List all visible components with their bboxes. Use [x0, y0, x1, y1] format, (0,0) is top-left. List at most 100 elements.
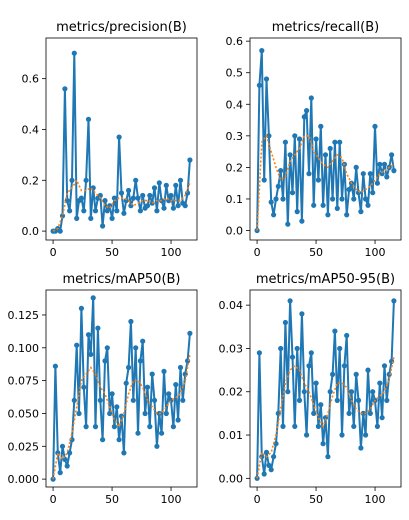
data-point — [389, 152, 395, 158]
data-point — [285, 389, 291, 395]
data-point — [360, 410, 366, 416]
data-point — [377, 380, 383, 386]
data-point — [268, 199, 274, 205]
data-point — [261, 177, 267, 183]
data-point — [95, 325, 101, 331]
data-point — [97, 192, 103, 199]
data-point — [130, 397, 136, 403]
data-point — [135, 430, 141, 436]
data-point — [334, 205, 340, 211]
subplot-title: metrics/recall(B) — [272, 20, 379, 35]
data-point — [289, 190, 296, 196]
data-point — [187, 330, 193, 336]
y-tick-label: 0.2 — [226, 161, 244, 174]
data-point — [154, 208, 160, 214]
data-point — [116, 134, 122, 140]
data-point — [137, 358, 143, 364]
data-point — [142, 410, 148, 417]
data-point — [69, 177, 75, 183]
data-point — [296, 136, 303, 142]
data-point — [273, 196, 279, 202]
x-tick-label: 100 — [161, 246, 182, 259]
data-point — [327, 389, 333, 395]
data-point — [123, 380, 129, 386]
y-tick-label: 0.000 — [8, 473, 40, 486]
x-tick-label: 100 — [365, 493, 386, 506]
data-point — [353, 371, 359, 377]
data-point — [280, 423, 286, 429]
data-point — [271, 212, 277, 218]
y-tick-label: 0.3 — [226, 130, 244, 143]
data-point — [126, 364, 132, 371]
data-point — [301, 114, 307, 120]
data-point — [97, 397, 103, 403]
data-point — [140, 338, 146, 344]
data-point — [311, 410, 317, 416]
data-point — [81, 208, 87, 214]
subplot-2: metrics/recall(B) 0 50 100 0.0 0.1 0.2 0.3 0.4 0.… — [226, 20, 402, 259]
y-tick-label: 0.04 — [219, 299, 244, 312]
series-line-smooth — [52, 354, 191, 480]
data-point — [74, 342, 80, 348]
data-point — [74, 215, 80, 221]
subplot-title: metrics/mAP50(B) — [62, 272, 180, 287]
data-point — [163, 182, 169, 188]
data-point — [140, 192, 146, 199]
data-point — [135, 195, 141, 201]
data-point — [306, 363, 312, 369]
data-point — [334, 397, 340, 403]
data-point — [325, 454, 331, 460]
data-point — [151, 397, 158, 403]
series-line-smooth — [256, 356, 395, 479]
data-point — [308, 95, 314, 101]
data-point — [337, 345, 343, 352]
data-point — [159, 430, 165, 436]
data-point — [306, 171, 312, 177]
data-point — [133, 177, 139, 183]
subplot-title: metrics/precision(B) — [56, 20, 187, 35]
data-point — [52, 363, 59, 369]
data-point — [332, 139, 338, 145]
x-tick-label: 0 — [254, 246, 261, 259]
y-tick-label: 0.4 — [22, 123, 40, 136]
data-point — [299, 311, 305, 317]
data-point — [370, 389, 376, 395]
data-point — [88, 351, 94, 357]
data-point — [289, 354, 296, 360]
data-point — [83, 424, 89, 430]
data-point — [384, 397, 390, 403]
data-point — [313, 380, 319, 386]
data-point — [126, 187, 132, 194]
y-tick-label: 0.0 — [22, 225, 40, 238]
data-point — [318, 402, 324, 408]
data-point — [156, 180, 162, 186]
data-point — [391, 168, 397, 174]
data-point — [57, 470, 63, 476]
data-point — [144, 203, 151, 209]
data-point — [304, 432, 310, 438]
data-point — [363, 432, 369, 438]
data-point — [348, 389, 355, 395]
data-point — [377, 161, 383, 167]
y-tick-label: 0.6 — [22, 73, 40, 86]
data-point — [83, 177, 89, 183]
data-point — [355, 397, 362, 403]
data-point — [339, 196, 345, 202]
x-tick-label: 100 — [365, 246, 386, 259]
data-point — [278, 345, 284, 352]
data-point — [360, 171, 366, 177]
subplot-title: metrics/mAP50-95(B) — [256, 272, 395, 287]
data-point — [386, 371, 392, 377]
series-line-smooth — [256, 134, 395, 231]
data-point — [144, 384, 151, 390]
data-point — [256, 350, 262, 356]
axes-frame — [249, 37, 402, 241]
y-tick-label: 0.4 — [226, 98, 244, 111]
data-point — [339, 432, 345, 438]
data-point — [268, 467, 274, 473]
y-tick-label: 0.1 — [226, 193, 244, 206]
data-point — [332, 328, 338, 334]
data-point — [182, 203, 188, 209]
